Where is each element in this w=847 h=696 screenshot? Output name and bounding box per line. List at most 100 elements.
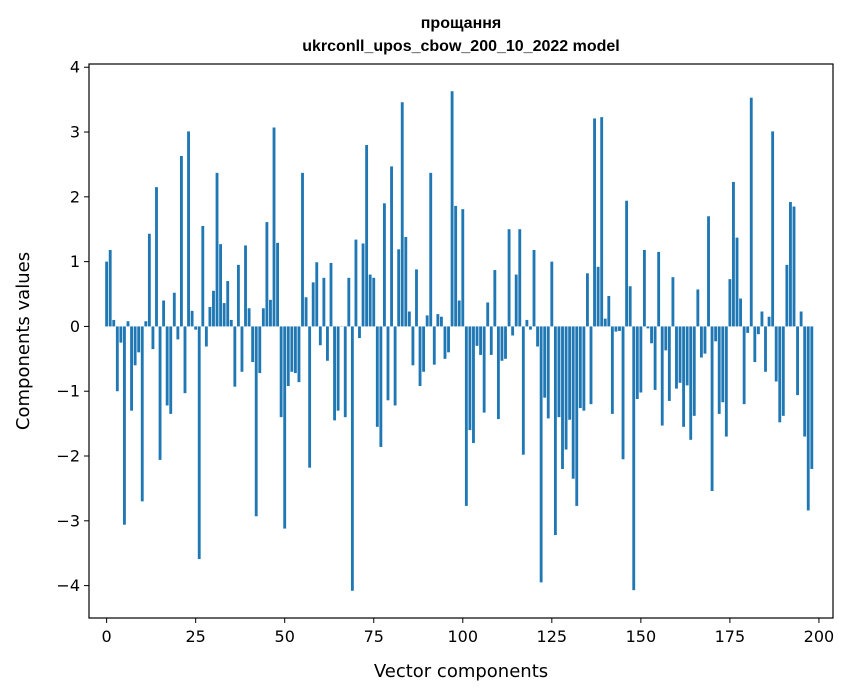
x-tick-label: 150 (626, 627, 657, 646)
chart-subtitle: ukrconll_upos_cbow_200_10_2022 model (302, 38, 619, 55)
bar-component-56 (304, 297, 308, 327)
bar-component-173 (721, 326, 725, 403)
bar-component-140 (603, 318, 607, 327)
bar-component-152 (646, 326, 650, 329)
y-tick-label: 1 (70, 252, 80, 271)
bar-component-39 (244, 245, 247, 327)
bar-component-178 (739, 298, 742, 327)
bar-component-61 (322, 277, 326, 327)
bar-component-14 (155, 187, 158, 327)
bar-component-113 (507, 229, 511, 327)
bar-component-104 (475, 326, 479, 346)
bar-component-70 (354, 239, 358, 327)
bar-component-174 (724, 326, 728, 437)
bar-component-162 (682, 326, 686, 427)
bar-component-124 (546, 326, 550, 419)
bar-component-91 (429, 172, 433, 327)
bar-component-38 (240, 326, 244, 372)
bar-component-193 (792, 206, 796, 327)
bar-component-22 (183, 326, 187, 394)
bar-component-1 (108, 249, 112, 327)
x-tick-label: 75 (364, 627, 384, 646)
bar-component-107 (486, 302, 490, 327)
bar-component-185 (764, 326, 767, 372)
bar-component-10 (140, 326, 144, 502)
bar-component-69 (350, 326, 354, 591)
bar-component-40 (247, 308, 251, 327)
bar-component-135 (586, 273, 589, 327)
bar-component-183 (756, 326, 760, 335)
bar-component-98 (454, 205, 458, 327)
bar-component-139 (600, 117, 604, 327)
bar-component-101 (464, 326, 468, 506)
bar-component-16 (162, 300, 166, 327)
bar-component-186 (767, 316, 771, 327)
bar-component-19 (172, 292, 176, 327)
bar-component-74 (368, 274, 372, 327)
y-tick-label: 2 (70, 187, 80, 206)
bar-component-155 (657, 251, 661, 327)
bar-component-115 (514, 274, 518, 327)
bar-component-169 (707, 216, 710, 327)
bar-component-136 (589, 326, 593, 405)
bar-component-88 (418, 326, 422, 387)
bar-component-82 (397, 249, 401, 327)
bar-component-26 (197, 326, 201, 560)
bar-component-48 (276, 242, 280, 327)
bar-component-119 (529, 326, 532, 330)
bar-component-158 (667, 326, 671, 401)
bar-component-64 (333, 326, 336, 421)
bar-component-150 (639, 326, 643, 393)
bar-component-95 (443, 326, 447, 359)
bar-component-44 (261, 308, 265, 327)
bar-component-195 (799, 311, 803, 327)
bar-component-9 (137, 326, 141, 353)
bar-component-134 (582, 326, 586, 411)
bar-component-72 (361, 243, 365, 327)
bar-component-147 (628, 286, 632, 327)
bar-component-60 (318, 326, 322, 346)
bar-component-32 (219, 244, 223, 327)
chart-title: прощання (421, 15, 501, 32)
bar-component-133 (578, 326, 582, 409)
bar-component-165 (692, 326, 696, 416)
bar-component-41 (251, 326, 255, 363)
bar-component-83 (400, 102, 404, 327)
bar-component-175 (728, 279, 732, 327)
bar-component-156 (660, 326, 664, 426)
bar-component-35 (229, 319, 233, 327)
bar-component-112 (504, 326, 507, 359)
bar-component-154 (653, 326, 657, 390)
bar-component-132 (575, 326, 579, 506)
bar-component-92 (432, 326, 436, 365)
bar-component-160 (675, 326, 678, 389)
bar-component-194 (796, 326, 799, 396)
bar-component-153 (650, 326, 653, 344)
bar-component-36 (233, 326, 237, 387)
bar-component-80 (390, 166, 393, 327)
bar-component-166 (696, 289, 700, 327)
bar-component-168 (703, 326, 707, 354)
bar-component-77 (379, 326, 383, 447)
bar-component-25 (194, 326, 198, 330)
bar-component-118 (525, 319, 529, 327)
bar-component-50 (283, 326, 287, 529)
bar-component-103 (472, 326, 475, 444)
bar-component-12 (147, 233, 151, 327)
x-tick-label: 25 (185, 627, 205, 646)
bar-component-161 (678, 326, 682, 383)
y-tick-label: −4 (56, 576, 80, 595)
bar-component-102 (468, 326, 472, 431)
bar-component-24 (190, 310, 194, 327)
bar-component-188 (774, 326, 778, 382)
bar-component-142 (610, 326, 614, 414)
bar-component-159 (671, 277, 675, 327)
bar-component-53 (293, 326, 297, 374)
y-tick-label: 0 (70, 317, 80, 336)
bar-component-71 (358, 326, 361, 339)
bar-component-57 (308, 326, 312, 468)
bar-component-81 (393, 326, 397, 406)
bar-component-125 (550, 261, 554, 327)
x-axis-label: Vector components (374, 661, 548, 682)
x-tick-label: 175 (715, 627, 746, 646)
